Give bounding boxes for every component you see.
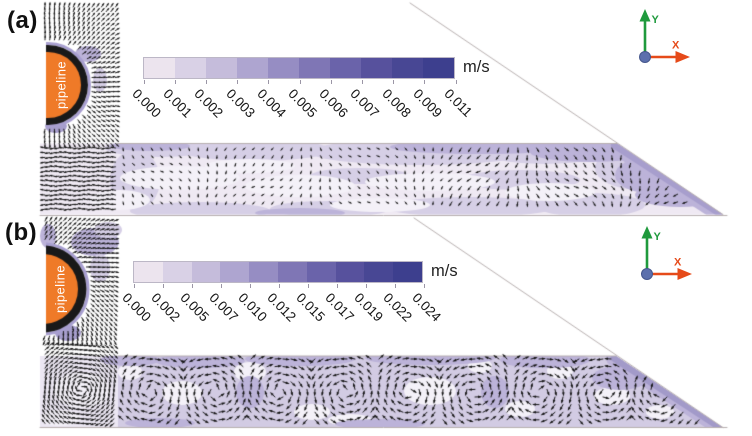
colorbar-segment [335, 262, 365, 282]
colorbar-tick [133, 284, 135, 288]
colorbar-segment [392, 58, 423, 78]
colorbar-tick [307, 284, 309, 288]
y-axis-arrowhead [639, 9, 651, 22]
colorbar-tick [336, 284, 338, 288]
colorbar-tick [278, 284, 280, 288]
colorbar-tick [330, 80, 332, 84]
coordinate-axes-icon-b: Y X [641, 226, 692, 280]
colorbar-segment [361, 58, 392, 78]
colorbar-segment [268, 58, 299, 78]
colorbar-segment [306, 262, 336, 282]
colorbar-segment [134, 262, 163, 282]
colorbar-tick [174, 80, 176, 84]
colorbar-tick [455, 80, 457, 84]
x-axis-arrowhead [675, 51, 690, 63]
y-axis-label: Y [652, 14, 660, 26]
origin-dot [639, 51, 651, 63]
colorbar-tick [299, 80, 301, 84]
colorbar-segment [249, 262, 278, 282]
colorbar-tick [249, 284, 251, 288]
colorbar-tick [394, 284, 396, 288]
x-axis-label: X [672, 40, 680, 52]
colorbar-unit-b: m/s [431, 262, 458, 280]
x-axis-arrowhead [677, 268, 692, 280]
colorbar-segment [330, 58, 361, 78]
origin-dot [641, 268, 653, 280]
colorbar-tick [423, 284, 425, 288]
colorbar-segment [144, 58, 175, 78]
colorbar-tick [205, 80, 207, 84]
colorbar-tick [237, 80, 239, 84]
colorbar-tick [191, 284, 193, 288]
colorbar-a: 0.000 0.001 0.002 0.003 0.004 0.005 0.006 0.007… [129, 57, 475, 121]
colorbar-segment [175, 58, 206, 78]
coordinate-axes-icon-a: Y X [639, 9, 690, 63]
pipeline-label-b: pipeline [52, 264, 68, 314]
colorbar-tick [393, 80, 395, 84]
x-axis-label: X [674, 257, 682, 269]
colorbar-tick [268, 80, 270, 84]
colorbar-tick [162, 284, 164, 288]
colorbar-tick [424, 80, 426, 84]
colorbar-segment [423, 58, 454, 78]
colorbar-segment [364, 262, 394, 282]
colorbar-segment [299, 58, 330, 78]
colorbar-tick [361, 80, 363, 84]
colorbar-b: 0.000 0.002 0.005 0.007 0.010 0.012 0.015 0.017… [119, 261, 444, 325]
colorbar-segment [191, 262, 221, 282]
panel-b-label: (b) [5, 219, 38, 246]
colorbar-segment [393, 262, 422, 282]
y-axis-arrowhead [641, 226, 653, 239]
colorbar-segment [206, 58, 237, 78]
panel-a-label: (a) [7, 7, 38, 34]
y-axis-label: Y [654, 231, 662, 243]
pipeline-label-a: pipeline [53, 60, 69, 110]
colorbar-segment [237, 58, 268, 78]
colorbar-tick [143, 80, 145, 84]
colorbar-segment [162, 262, 192, 282]
colorbar-segment [277, 262, 307, 282]
colorbar-tick [220, 284, 222, 288]
colorbar-segment [220, 262, 250, 282]
colorbar-tick [365, 284, 367, 288]
colorbar-unit-a: m/s [463, 58, 490, 76]
